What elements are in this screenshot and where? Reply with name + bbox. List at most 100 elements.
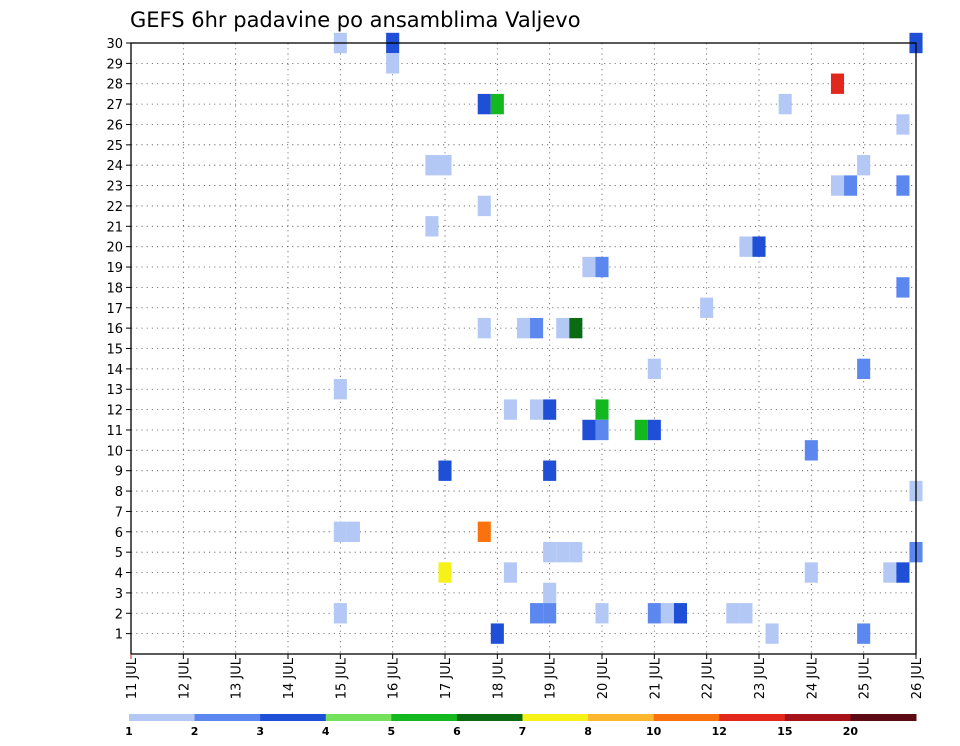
- precip-cell: [857, 623, 871, 644]
- precip-cell: [438, 155, 452, 176]
- precip-cell: [438, 562, 452, 583]
- precip-cell: [778, 93, 792, 115]
- legend-label: 12: [712, 725, 727, 738]
- precip-cell: [844, 175, 858, 196]
- y-tick-label: 26: [106, 118, 123, 133]
- legend-label: 3: [256, 725, 264, 738]
- precip-cell: [333, 379, 347, 400]
- y-tick-label: 14: [106, 363, 123, 378]
- precip-cell: [647, 603, 661, 624]
- y-tick-label: 21: [106, 220, 123, 235]
- y-tick-label: 20: [106, 241, 123, 256]
- x-tick-label: 12 JUL: [177, 657, 192, 699]
- precip-cell: [739, 236, 753, 257]
- precip-cell: [804, 440, 818, 461]
- precip-cell: [438, 460, 452, 481]
- x-tick-label: 13 JUL: [230, 657, 245, 699]
- precip-cell: [503, 399, 517, 420]
- y-tick-label: 23: [106, 180, 123, 195]
- y-tick-label: 25: [106, 139, 123, 154]
- x-tick-label: 23 JUL: [753, 657, 768, 699]
- legend-swatch: [456, 714, 523, 721]
- precip-cell: [477, 93, 491, 115]
- precip-cell: [569, 541, 583, 563]
- legend-swatch: [260, 714, 327, 721]
- legend-swatch: [325, 714, 392, 721]
- legend-swatch: [588, 714, 655, 721]
- precip-cell: [595, 419, 609, 441]
- y-tick-label: 9: [115, 465, 123, 480]
- precip-cell: [346, 521, 360, 542]
- precip-cell: [883, 562, 897, 583]
- x-tick-label: 21 JUL: [648, 657, 663, 699]
- precip-cell: [739, 603, 753, 624]
- y-tick-label: 13: [106, 383, 123, 398]
- y-tick-label: 8: [115, 485, 123, 500]
- precip-cell: [543, 582, 557, 604]
- legend-label: 10: [646, 725, 662, 738]
- precip-cell: [503, 562, 517, 583]
- legend-label: 6: [453, 725, 461, 738]
- legend-label: 15: [777, 725, 792, 738]
- legend-swatch: [850, 714, 917, 721]
- grid-lines: [130, 42, 917, 654]
- legend-label: 7: [519, 725, 527, 738]
- precip-cell: [543, 460, 557, 481]
- legend-label: 2: [191, 725, 199, 738]
- precip-cell: [752, 236, 766, 257]
- precip-cell: [490, 93, 504, 115]
- precip-cell: [477, 521, 491, 542]
- legend-swatch: [391, 714, 458, 721]
- legend-swatch: [194, 714, 261, 721]
- x-tick-label: 18 JUL: [491, 657, 506, 699]
- legend-label: 1: [125, 725, 133, 738]
- precip-cell: [896, 277, 910, 298]
- precip-cells: [333, 32, 923, 644]
- color-legend: 1 2 3 4 5 6 7 8 10 12 15 20: [125, 714, 917, 738]
- precip-cell: [543, 541, 557, 563]
- x-tick-label: 24 JUL: [805, 657, 820, 699]
- precip-cell: [333, 521, 347, 542]
- y-tick-label: 4: [115, 567, 123, 582]
- precip-cell: [425, 216, 439, 237]
- precip-cell: [530, 317, 544, 339]
- x-tick-label: 26 JUL: [910, 657, 925, 699]
- precip-cell: [595, 603, 609, 624]
- y-tick-label: 3: [115, 587, 123, 602]
- precip-cell: [896, 562, 910, 583]
- x-tick-label: 20 JUL: [596, 657, 611, 699]
- precip-cell: [582, 256, 596, 278]
- precip-cell: [425, 155, 439, 176]
- x-tick-label: 14 JUL: [282, 657, 297, 699]
- chart-title: GEFS 6hr padavine po ansamblima Valjevo: [130, 8, 581, 32]
- plot-frame: [130, 42, 917, 655]
- precip-cell: [516, 317, 531, 339]
- legend-swatch: [129, 714, 196, 721]
- y-axis: 1234567891011121314151617181920212223242…: [106, 37, 131, 643]
- legend-label: 8: [584, 725, 592, 738]
- precip-cell: [530, 399, 544, 420]
- y-tick-label: 2: [115, 607, 123, 622]
- x-tick-label: 16 JUL: [387, 657, 402, 699]
- x-tick-label: 22 JUL: [701, 657, 716, 699]
- y-tick-label: 10: [106, 444, 123, 459]
- precip-cell: [830, 175, 845, 196]
- precip-cell: [830, 73, 845, 94]
- y-tick-label: 11: [106, 424, 123, 439]
- precip-cell: [569, 317, 583, 339]
- y-tick-label: 7: [115, 505, 123, 520]
- y-tick-label: 19: [106, 261, 123, 276]
- precip-cell: [556, 317, 570, 339]
- y-tick-label: 16: [106, 322, 123, 337]
- y-tick-label: 6: [115, 526, 123, 541]
- legend-swatch: [719, 714, 786, 721]
- y-tick-label: 22: [106, 200, 123, 215]
- x-tick-label: 25 JUL: [858, 657, 873, 699]
- precip-cell: [726, 603, 740, 624]
- legend-swatch: [653, 714, 720, 721]
- precip-cell: [857, 155, 871, 176]
- legend-label: 20: [843, 725, 859, 738]
- legend-label: 5: [388, 725, 396, 738]
- y-tick-label: 28: [106, 78, 123, 93]
